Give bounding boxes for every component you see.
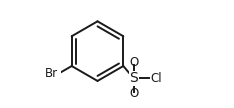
Text: S: S — [129, 71, 138, 85]
Text: O: O — [129, 87, 138, 100]
Text: Br: Br — [44, 67, 58, 80]
Text: Cl: Cl — [150, 72, 162, 85]
Text: O: O — [129, 56, 138, 69]
